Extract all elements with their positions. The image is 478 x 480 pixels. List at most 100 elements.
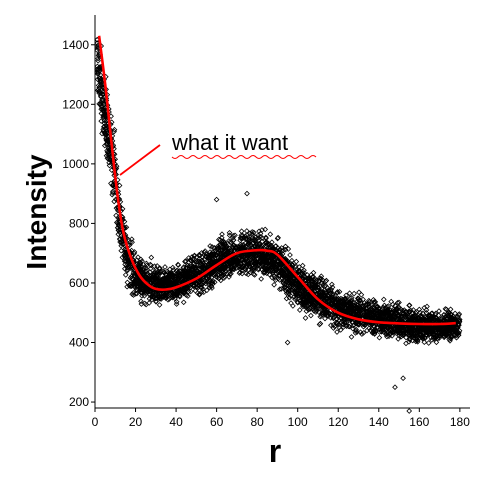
data-point: [235, 257, 241, 264]
data-point: [111, 128, 117, 135]
data-point: [146, 291, 153, 298]
data-point: [200, 289, 207, 296]
data-point: [336, 288, 343, 295]
data-point: [101, 123, 108, 130]
data-point: [455, 332, 462, 339]
x-tick-label: 140: [369, 415, 389, 429]
data-point: [449, 323, 455, 330]
data-point: [270, 260, 277, 266]
data-point: [349, 301, 356, 308]
data-point: [94, 66, 100, 73]
data-point: [292, 296, 298, 302]
data-point: [328, 301, 335, 307]
data-point: [304, 298, 311, 305]
data-point: [152, 295, 159, 301]
data-point: [330, 325, 337, 331]
data-point: [224, 243, 230, 250]
data-point: [224, 262, 231, 268]
data-point: [343, 307, 350, 314]
data-point: [198, 262, 204, 269]
data-point: [173, 298, 180, 305]
data-point: [148, 293, 154, 300]
data-point: [399, 307, 406, 314]
data-point: [301, 267, 307, 274]
data-point: [153, 275, 160, 282]
data-point: [280, 247, 287, 254]
data-point: [171, 288, 177, 295]
data-point: [241, 260, 248, 267]
x-tick-label: 40: [169, 415, 183, 429]
data-point: [176, 293, 183, 300]
data-point: [268, 255, 274, 261]
data-point: [403, 334, 409, 341]
data-point: [250, 229, 257, 236]
data-point: [196, 258, 203, 265]
data-point: [182, 258, 189, 264]
data-point: [283, 295, 290, 302]
data-point: [441, 311, 447, 318]
data-point: [263, 234, 269, 241]
data-point: [241, 244, 247, 251]
data-point: [196, 291, 203, 298]
data-point: [275, 234, 281, 241]
data-point: [96, 101, 103, 107]
data-point: [321, 309, 328, 315]
data-point: [134, 290, 140, 297]
data-point: [429, 325, 435, 332]
data-point: [195, 264, 201, 271]
data-point: [132, 290, 139, 297]
y-tick-label: 200: [69, 395, 89, 409]
data-point: [213, 246, 220, 253]
data-point: [104, 147, 110, 154]
data-point: [192, 271, 199, 278]
data-point: [240, 262, 247, 269]
data-point: [293, 258, 300, 265]
data-point: [380, 296, 387, 303]
data-point: [189, 266, 195, 272]
data-point: [303, 308, 310, 315]
data-point: [98, 90, 104, 97]
data-point: [217, 242, 224, 248]
data-point: [353, 326, 359, 333]
data-point: [273, 247, 280, 253]
data-point: [330, 315, 337, 322]
data-point: [267, 231, 274, 238]
data-point: [106, 162, 113, 169]
data-point: [100, 112, 107, 119]
data-point: [249, 231, 255, 237]
scatter-points: [94, 36, 463, 414]
data-point: [257, 250, 264, 256]
data-point: [429, 310, 436, 317]
x-tick-label: 80: [250, 415, 264, 429]
data-point: [109, 191, 116, 198]
data-point: [356, 312, 363, 319]
data-point: [337, 319, 344, 326]
data-point: [376, 334, 383, 341]
data-point: [103, 118, 110, 124]
data-point: [196, 291, 203, 297]
data-point: [338, 302, 344, 309]
data-point: [268, 242, 275, 249]
data-point: [328, 290, 334, 297]
data-point: [393, 309, 400, 316]
data-point: [424, 303, 430, 310]
data-point: [113, 205, 120, 211]
data-point: [367, 309, 373, 316]
data-point: [295, 293, 301, 299]
data-point: [201, 249, 208, 256]
fit-curve: [97, 35, 456, 326]
data-point: [278, 269, 285, 276]
data-point: [324, 285, 331, 291]
y-tick-label: 800: [69, 216, 89, 230]
data-point: [425, 340, 432, 346]
data-point: [257, 233, 264, 240]
data-point: [455, 324, 461, 331]
data-point: [281, 283, 288, 290]
data-point: [406, 302, 412, 309]
data-point: [447, 328, 454, 335]
data-point: [219, 240, 226, 247]
data-point: [329, 296, 336, 303]
data-point: [116, 182, 123, 189]
data-point: [255, 266, 262, 273]
data-point: [350, 322, 357, 329]
